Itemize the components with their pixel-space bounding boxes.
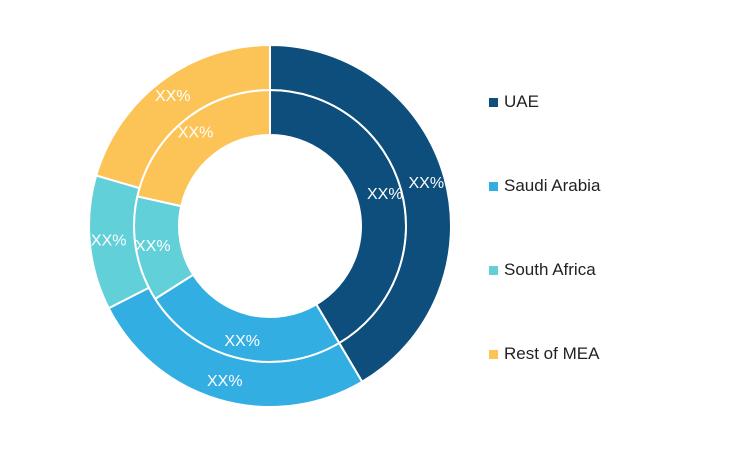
outer-ring-slice-rest-of-mea [94, 43, 271, 190]
legend-swatch-uae [489, 97, 498, 107]
legend-label-rest-of-mea: Rest of MEA [504, 344, 600, 363]
outer-ring-label-rest-of-mea: XX% [155, 88, 191, 105]
legend-label-uae: UAE [504, 92, 539, 111]
legend-item-rest-of-mea: Rest of MEA [489, 340, 600, 368]
legend-swatch-south-africa [489, 265, 498, 275]
legend-swatch-saudi-arabia [489, 181, 498, 191]
legend-item-saudi-arabia: Saudi Arabia [489, 172, 600, 200]
legend-item-uae: UAE [489, 88, 600, 116]
chart-legend: UAE Saudi Arabia South Africa Rest of ME… [489, 88, 600, 424]
outer-ring-label-saudi-arabia: XX% [207, 373, 243, 390]
legend-label-saudi-arabia: Saudi Arabia [504, 176, 601, 195]
legend-label-south-africa: South Africa [504, 260, 596, 279]
legend-swatch-rest-of-mea [489, 349, 498, 359]
legend-item-south-africa: South Africa [489, 256, 600, 284]
inner-ring-label-south-africa: XX% [135, 238, 171, 255]
inner-ring-label-saudi-arabia: XX% [224, 333, 260, 350]
outer-ring-label-uae: XX% [408, 175, 444, 192]
inner-ring-label-uae: XX% [367, 186, 403, 203]
outer-ring-label-south-africa: XX% [91, 233, 127, 250]
inner-ring-label-rest-of-mea: XX% [178, 125, 214, 142]
outer-ring-slice-uae [269, 43, 452, 384]
